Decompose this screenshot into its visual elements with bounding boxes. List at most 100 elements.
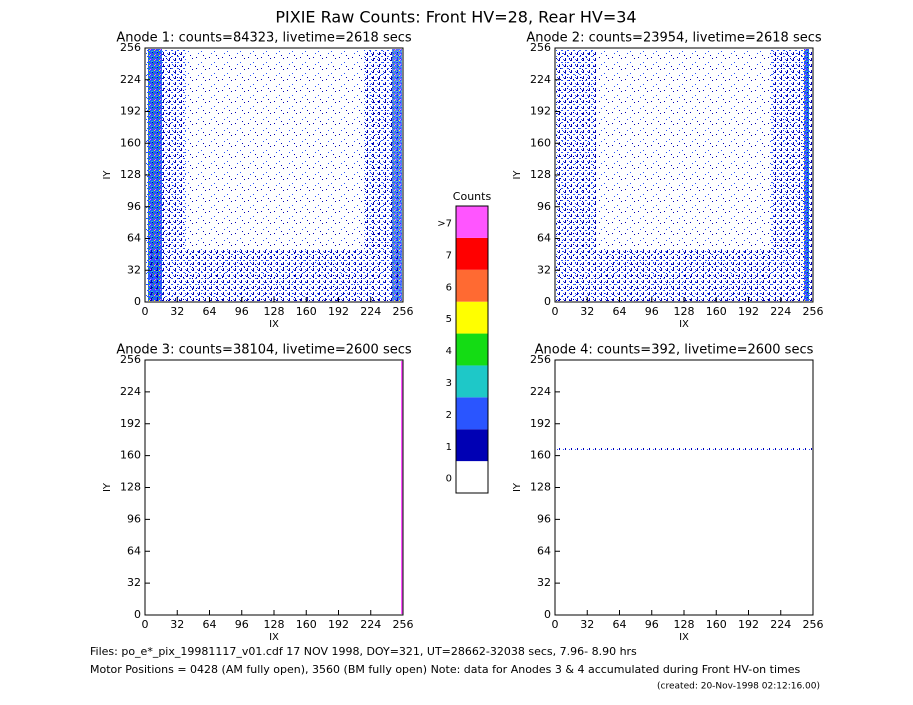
colorbar-label: >7 — [437, 219, 452, 230]
y-tick-label: 160 — [120, 136, 141, 149]
y-tick-label: 64 — [127, 232, 141, 245]
y-tick-label: 192 — [530, 417, 551, 430]
plot-frame — [144, 359, 404, 616]
y-tick-label: 0 — [544, 295, 551, 308]
x-tick-label: 128 — [264, 305, 285, 318]
x-tick-label: 64 — [613, 305, 627, 318]
x-axis-label: IX — [679, 319, 689, 330]
x-tick-label: 192 — [738, 305, 759, 318]
x-tick-label: 160 — [296, 305, 317, 318]
y-tick-label: 128 — [120, 168, 141, 181]
colorbar-frame — [455, 205, 489, 494]
texture — [146, 49, 812, 614]
y-tick-label: 192 — [530, 105, 551, 118]
x-axis-label: IX — [679, 632, 689, 643]
x-tick-label: 0 — [142, 305, 149, 318]
y-tick-label: 256 — [120, 353, 141, 366]
x-tick-label: 96 — [235, 618, 249, 631]
panel-title: Anode 4: counts=392, livetime=2600 secs — [535, 343, 814, 358]
x-tick-label: 0 — [552, 305, 559, 318]
y-tick-label: 0 — [134, 295, 141, 308]
y-tick-label: 0 — [544, 608, 551, 621]
colorbar-label: 7 — [446, 250, 452, 261]
x-tick-label: 192 — [328, 618, 349, 631]
x-tick-label: 224 — [360, 305, 381, 318]
y-tick-label: 96 — [537, 512, 551, 525]
colorbar-cell — [456, 333, 488, 366]
y-tick-label: 0 — [134, 608, 141, 621]
panel-title: Anode 3: counts=38104, livetime=2600 sec… — [116, 343, 412, 358]
x-tick-label: 256 — [393, 305, 414, 318]
colorbar-cell — [456, 461, 488, 493]
colorbar-label: 5 — [446, 314, 452, 325]
x-tick-label: 256 — [803, 618, 824, 631]
x-tick-label: 160 — [706, 618, 727, 631]
x-tick-label: 32 — [170, 305, 184, 318]
footer-text: Files: po_e*_pix_19981117_v01.cdf 17 NOV… — [90, 645, 637, 658]
x-tick-label: 224 — [360, 618, 381, 631]
x-tick-label: 0 — [552, 618, 559, 631]
y-tick-label: 224 — [530, 73, 551, 86]
y-tick-label: 96 — [127, 512, 141, 525]
y-tick-label: 96 — [127, 200, 141, 213]
x-tick-label: 192 — [738, 618, 759, 631]
footer-text: (created: 20-Nov-1998 02:12:16.00) — [657, 682, 820, 692]
colorbar-cell — [456, 237, 488, 270]
colorbar-label: 2 — [446, 410, 452, 421]
colorbar-title: Counts — [453, 190, 492, 203]
x-axis-label: IX — [269, 632, 279, 643]
x-axis-label: IX — [269, 319, 279, 330]
y-tick-label: 224 — [120, 385, 141, 398]
y-tick-label: 32 — [127, 263, 141, 276]
colorbar-label: 4 — [446, 346, 452, 357]
x-tick-label: 32 — [580, 618, 594, 631]
y-tick-label: 64 — [537, 232, 551, 245]
y-axis-label: IY — [102, 170, 113, 180]
x-tick-label: 96 — [235, 305, 249, 318]
y-tick-label: 224 — [120, 73, 141, 86]
colorbar-cell — [456, 301, 488, 334]
y-tick-label: 32 — [537, 263, 551, 276]
y-tick-label: 32 — [127, 576, 141, 589]
x-tick-label: 192 — [328, 305, 349, 318]
x-tick-label: 96 — [645, 305, 659, 318]
colorbar-cell — [456, 397, 488, 430]
y-tick-label: 192 — [120, 105, 141, 118]
colorbar-label: 0 — [446, 474, 452, 485]
y-tick-label: 32 — [537, 576, 551, 589]
colorbar-cell — [456, 429, 488, 462]
colorbar-label: 3 — [446, 378, 452, 389]
y-tick-label: 192 — [120, 417, 141, 430]
y-axis-label: IY — [512, 170, 523, 180]
x-tick-label: 160 — [296, 618, 317, 631]
y-tick-label: 128 — [530, 168, 551, 181]
colorbar-cell — [456, 206, 488, 238]
panel-title: Anode 2: counts=23954, livetime=2618 sec… — [526, 31, 822, 46]
plot-frame — [554, 359, 814, 616]
y-tick-label: 96 — [537, 200, 551, 213]
y-tick-label: 160 — [120, 449, 141, 462]
x-tick-label: 224 — [770, 305, 791, 318]
x-tick-label: 224 — [770, 618, 791, 631]
x-tick-label: 128 — [264, 618, 285, 631]
y-tick-label: 128 — [120, 481, 141, 494]
x-tick-label: 96 — [645, 618, 659, 631]
x-tick-label: 256 — [393, 618, 414, 631]
y-tick-label: 64 — [127, 544, 141, 557]
x-tick-label: 128 — [674, 618, 695, 631]
x-tick-label: 32 — [170, 618, 184, 631]
x-tick-label: 32 — [580, 305, 594, 318]
colorbar-cell — [456, 269, 488, 302]
x-tick-label: 64 — [203, 305, 217, 318]
colorbar-label: 6 — [446, 282, 452, 293]
page-title: PIXIE Raw Counts: Front HV=28, Rear HV=3… — [275, 8, 636, 27]
y-tick-label: 128 — [530, 481, 551, 494]
colorbar-cell — [456, 365, 488, 398]
x-tick-label: 0 — [142, 618, 149, 631]
panel-title: Anode 1: counts=84323, livetime=2618 sec… — [116, 31, 412, 46]
y-tick-label: 224 — [530, 385, 551, 398]
y-axis-label: IY — [512, 482, 523, 492]
y-tick-label: 160 — [530, 449, 551, 462]
x-tick-label: 64 — [613, 618, 627, 631]
